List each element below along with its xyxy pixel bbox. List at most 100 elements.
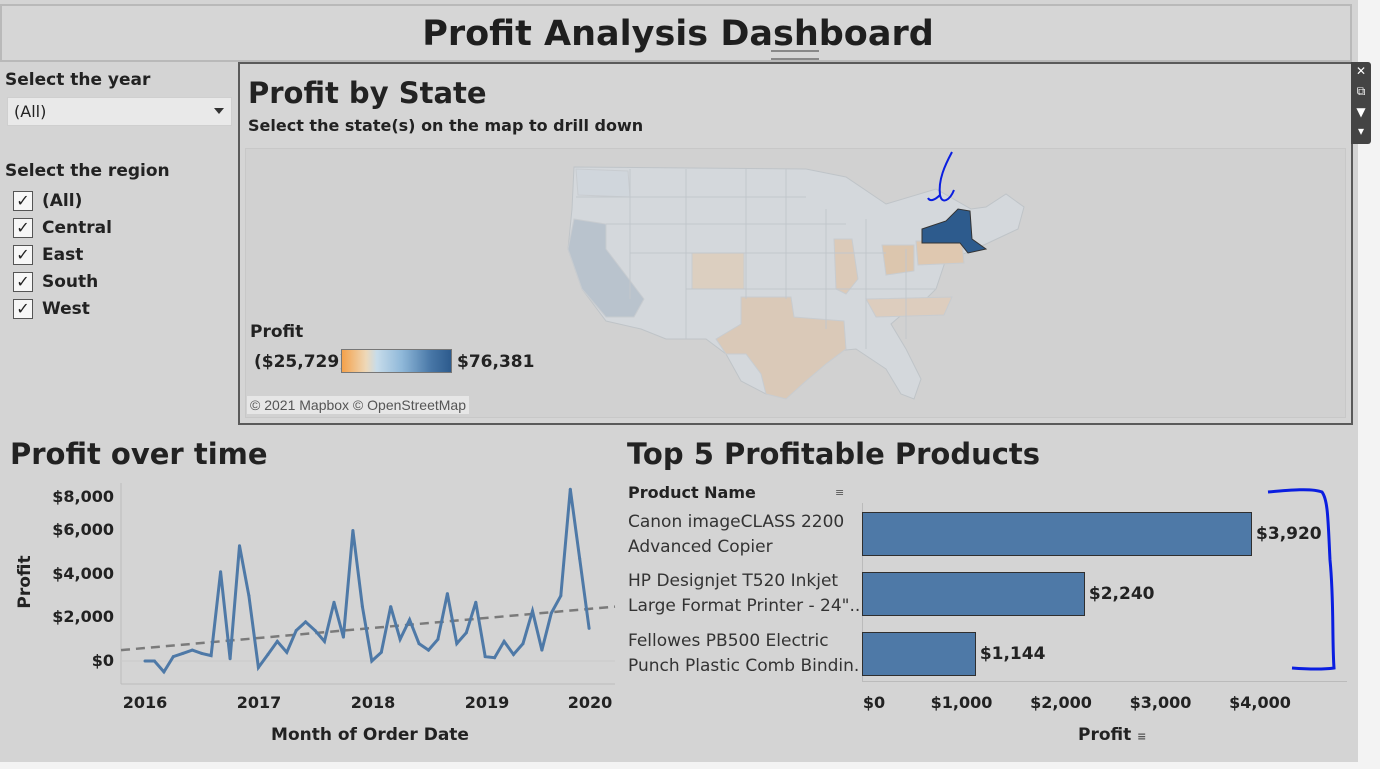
- sort-icon[interactable]: ≡: [835, 486, 845, 499]
- line-point[interactable]: [398, 637, 402, 641]
- region-option-label: West: [42, 299, 90, 319]
- line-point[interactable]: [200, 651, 204, 655]
- state-texas[interactable]: [715, 296, 847, 400]
- product-name-cell[interactable]: Fellowes PB500 Electric Punch Plastic Com…: [628, 629, 860, 679]
- line-point[interactable]: [568, 487, 572, 491]
- line-point[interactable]: [389, 605, 393, 609]
- dashboard-title-bar: [0, 4, 1352, 62]
- line-point[interactable]: [294, 629, 298, 632]
- line-point[interactable]: [351, 529, 355, 532]
- map-attribution[interactable]: © 2021 Mapbox © OpenStreetMap: [247, 396, 469, 414]
- line-point[interactable]: [238, 544, 241, 548]
- line-point[interactable]: [370, 659, 374, 663]
- line-point[interactable]: [162, 670, 166, 674]
- profit-series-line[interactable]: [145, 488, 591, 675]
- line-point[interactable]: [408, 618, 412, 622]
- checkbox-checked-icon[interactable]: ✓: [13, 272, 33, 292]
- region-option-central[interactable]: ✓ Central: [13, 216, 112, 240]
- line-point[interactable]: [464, 631, 468, 635]
- region-option-label: East: [42, 245, 84, 265]
- state-map[interactable]: [245, 148, 1346, 418]
- region-option-east[interactable]: ✓ East: [13, 243, 83, 267]
- line-point[interactable]: [171, 655, 175, 659]
- product-bar[interactable]: [862, 512, 1253, 556]
- y-tick-label: $4,000: [52, 564, 114, 583]
- line-point[interactable]: [266, 653, 270, 656]
- line-point[interactable]: [493, 656, 497, 660]
- line-point[interactable]: [379, 650, 383, 654]
- line-point[interactable]: [474, 600, 478, 604]
- state-north-carolina[interactable]: [865, 296, 953, 318]
- line-point[interactable]: [152, 659, 156, 663]
- popout-icon[interactable]: ⧉: [1356, 84, 1366, 98]
- line-point[interactable]: [417, 642, 421, 646]
- line-chart-svg[interactable]: [0, 0, 630, 769]
- line-point[interactable]: [332, 600, 336, 604]
- checkbox-checked-icon[interactable]: ✓: [13, 191, 33, 211]
- line-point[interactable]: [181, 651, 185, 655]
- y-tick-label: $0: [91, 651, 114, 670]
- bottom-strip: [0, 762, 1380, 769]
- region-option-all[interactable]: ✓ (All): [13, 189, 82, 213]
- line-point[interactable]: [540, 648, 544, 652]
- chevron-down-icon[interactable]: [214, 108, 224, 114]
- checkbox-checked-icon[interactable]: ✓: [13, 218, 33, 238]
- product-bar[interactable]: [862, 632, 976, 676]
- line-point[interactable]: [285, 650, 289, 654]
- line-point[interactable]: [436, 637, 440, 641]
- line-point[interactable]: [275, 639, 279, 643]
- line-point[interactable]: [578, 557, 582, 561]
- bar-chart-xlabel[interactable]: Profit ≡: [1078, 725, 1146, 745]
- year-filter-label: Select the year: [5, 70, 151, 90]
- year-dropdown[interactable]: (All): [7, 97, 232, 126]
- checkbox-checked-icon[interactable]: ✓: [13, 299, 33, 319]
- region-option-south[interactable]: ✓ South: [13, 270, 98, 294]
- drag-handle-icon[interactable]: [771, 50, 819, 60]
- line-point[interactable]: [549, 611, 553, 615]
- line-point[interactable]: [521, 642, 525, 646]
- bar-x-axis-line: [862, 681, 1347, 682]
- us-map-svg[interactable]: [246, 149, 1345, 417]
- sort-icon[interactable]: ≡: [1137, 730, 1147, 743]
- product-name-header[interactable]: Product Name: [628, 483, 756, 502]
- region-option-label: Central: [42, 218, 112, 238]
- map-subtitle: Select the state(s) on the map to drill …: [248, 116, 644, 135]
- line-point[interactable]: [587, 626, 591, 630]
- line-point[interactable]: [143, 659, 147, 663]
- line-point[interactable]: [209, 654, 213, 658]
- line-point[interactable]: [304, 620, 308, 624]
- more-icon[interactable]: ▾: [1357, 124, 1365, 138]
- line-point[interactable]: [256, 666, 260, 669]
- product-name-line: Fellowes PB500 Electric: [628, 631, 829, 651]
- line-point[interactable]: [247, 594, 251, 598]
- line-point[interactable]: [219, 570, 223, 574]
- state-new-york[interactable]: [921, 208, 988, 254]
- line-point[interactable]: [228, 657, 232, 661]
- checkbox-checked-icon[interactable]: ✓: [13, 245, 33, 265]
- line-point[interactable]: [483, 655, 487, 659]
- line-point[interactable]: [559, 594, 563, 598]
- line-point[interactable]: [323, 639, 326, 643]
- line-point[interactable]: [531, 609, 534, 613]
- region-option-west[interactable]: ✓ West: [13, 297, 90, 321]
- line-point[interactable]: [360, 605, 364, 609]
- line-point[interactable]: [455, 642, 459, 646]
- state-california[interactable]: [567, 218, 645, 318]
- x-tick-label: 2019: [464, 693, 510, 712]
- line-point[interactable]: [512, 653, 515, 656]
- filter-icon[interactable]: ▼: [1356, 105, 1366, 119]
- line-chart-title: Profit over time: [10, 437, 268, 471]
- line-point[interactable]: [341, 635, 345, 639]
- right-gutter: [1358, 0, 1380, 769]
- product-name-cell[interactable]: Canon imageCLASS 2200 Advanced Copier: [628, 510, 860, 560]
- line-point[interactable]: [427, 648, 430, 652]
- product-name-cell[interactable]: HP Designjet T520 Inkjet Large Format Pri…: [628, 569, 860, 619]
- line-point[interactable]: [502, 639, 506, 643]
- close-icon[interactable]: ✕: [1355, 64, 1367, 78]
- line-point[interactable]: [313, 629, 317, 632]
- product-bar[interactable]: [862, 572, 1085, 616]
- line-point[interactable]: [190, 648, 194, 652]
- x-tick-label: 2017: [236, 693, 282, 712]
- line-point[interactable]: [445, 592, 449, 596]
- map-legend-max: $76,381: [457, 352, 535, 372]
